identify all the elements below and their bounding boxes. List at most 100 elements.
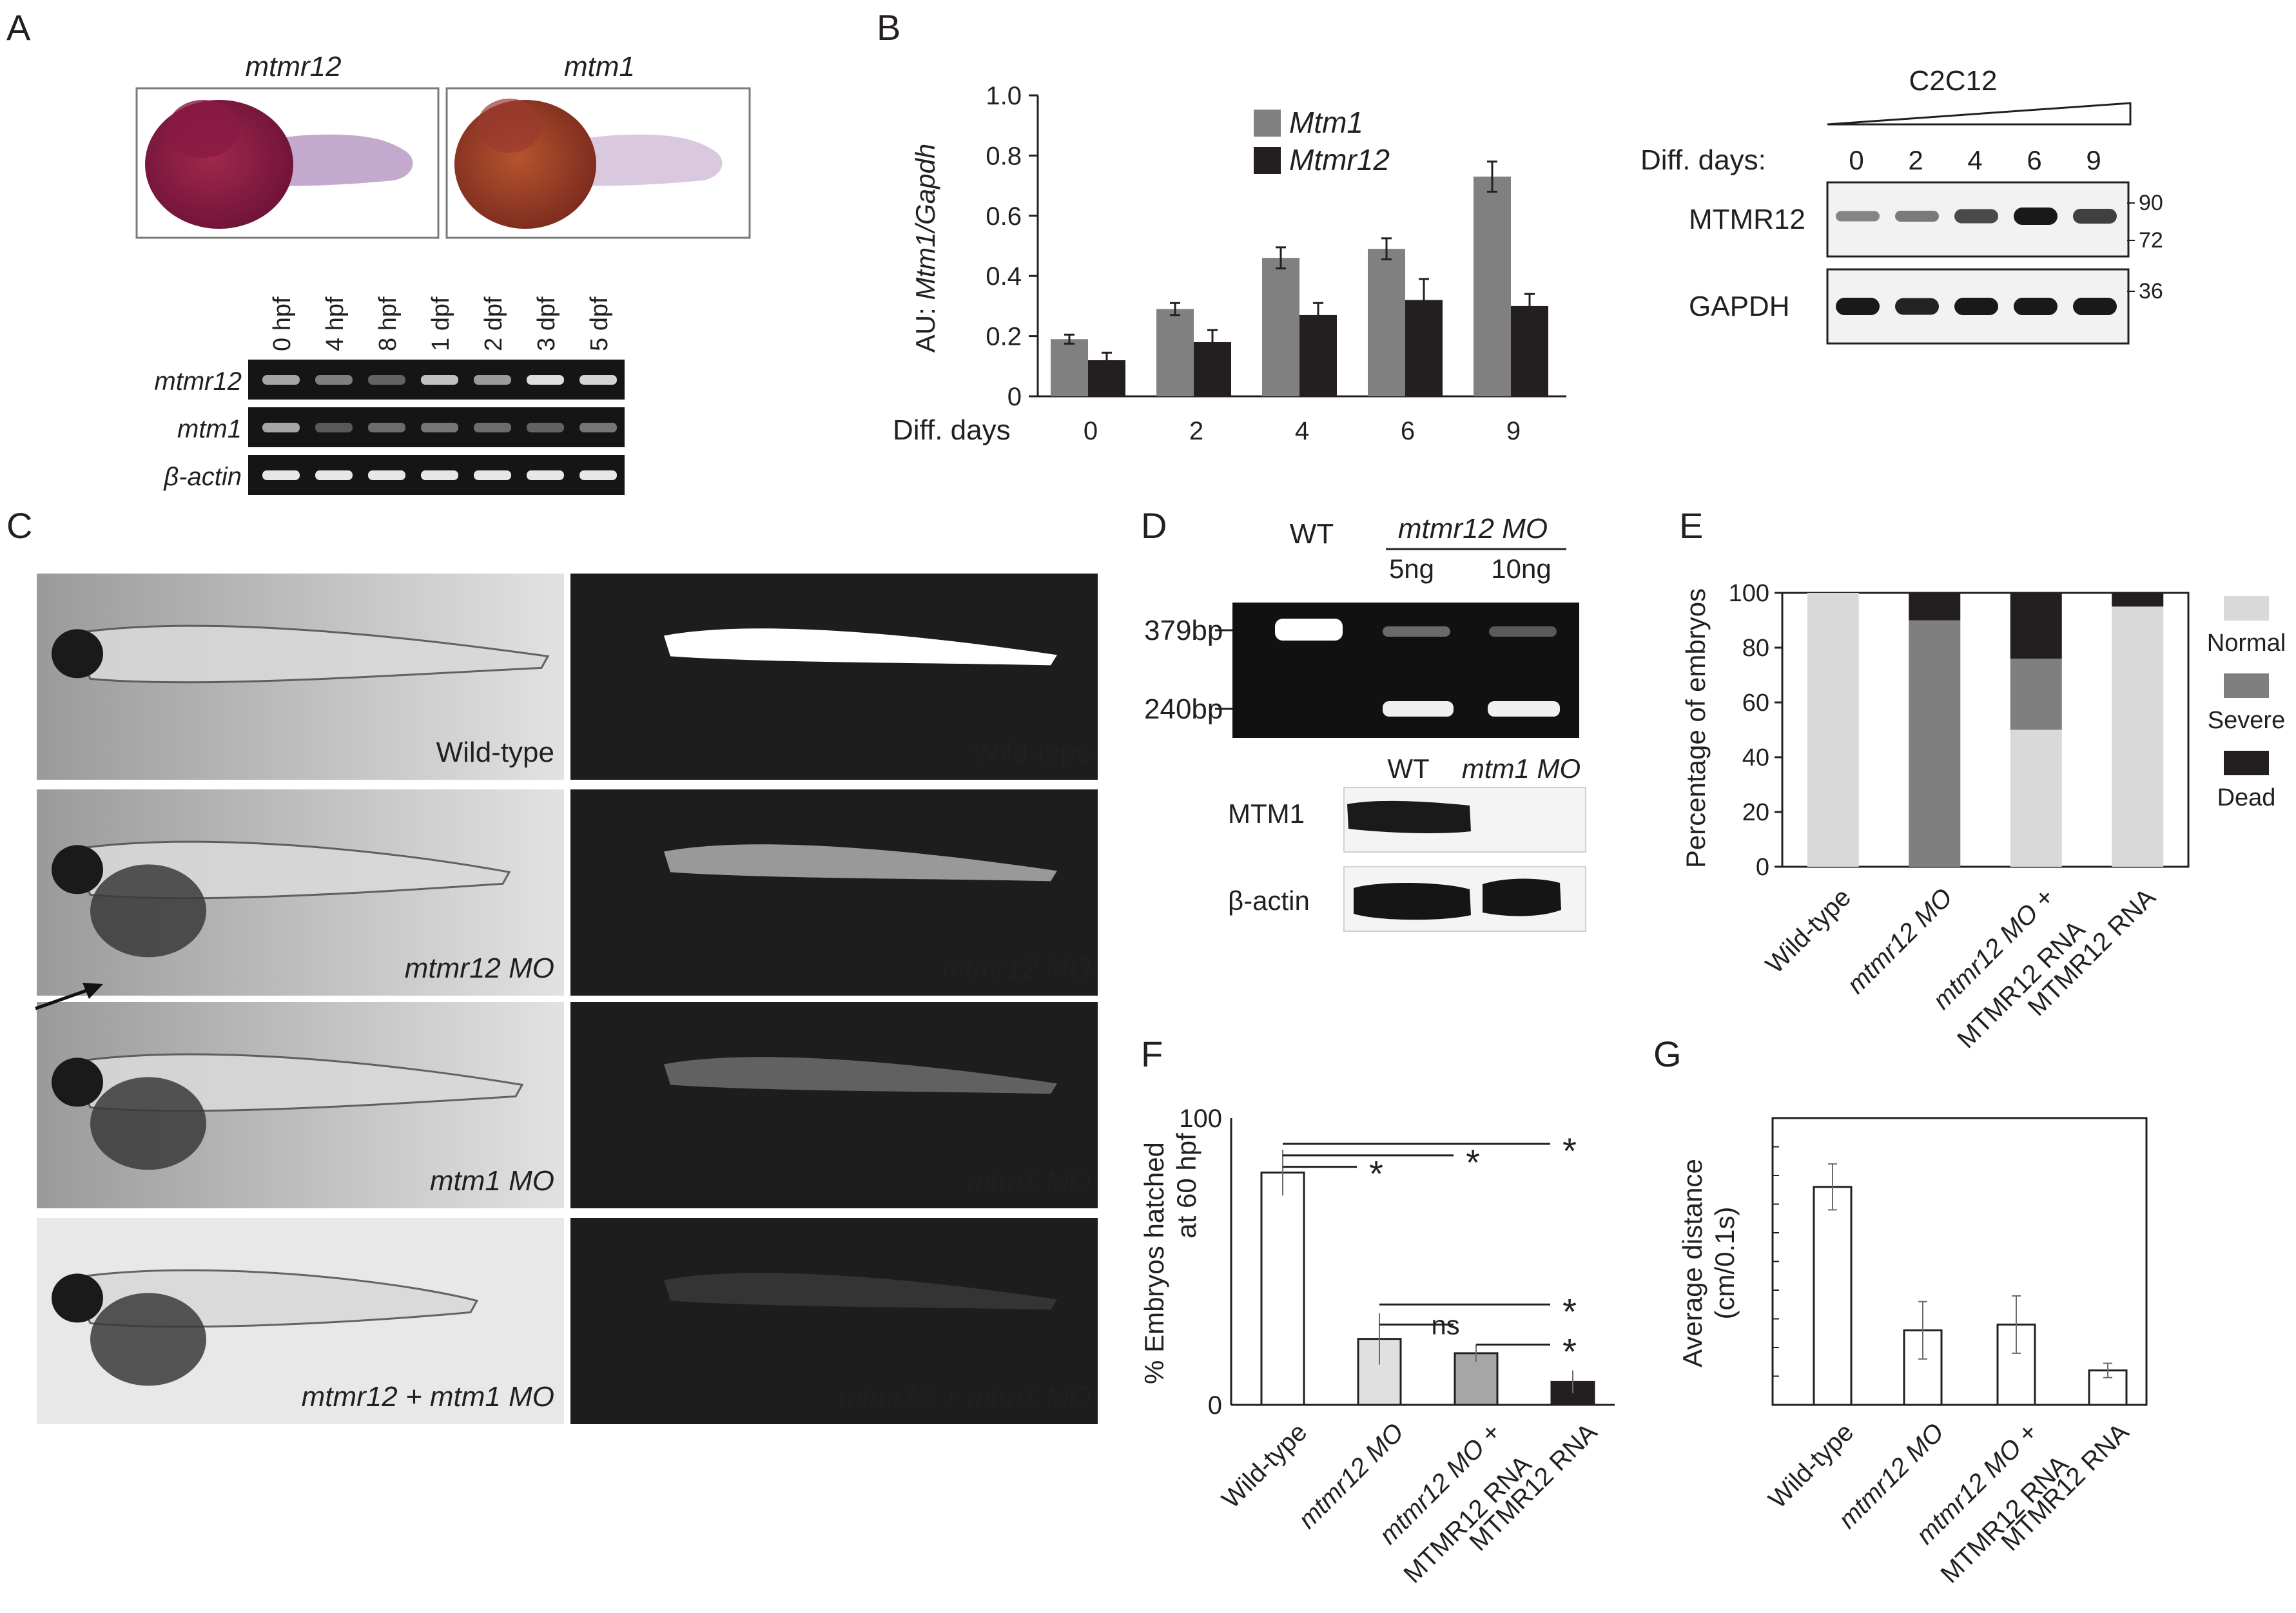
bar-severe — [2010, 659, 2062, 730]
blot-band — [2014, 298, 2058, 315]
blot-band — [1836, 211, 1880, 222]
significance-marker: * — [1562, 1130, 1577, 1171]
muscle-fluorescence — [664, 628, 1057, 666]
legend-swatch-severe — [2224, 673, 2269, 698]
bar-mtmr12 — [1299, 314, 1337, 396]
blot-band — [1954, 209, 1998, 224]
legend-label-mtmr12: Mtmr12 — [1289, 143, 1390, 177]
gel-band — [474, 375, 511, 385]
in-situ-label-mtm1: mtm1 — [564, 51, 635, 82]
gel-band — [368, 423, 405, 432]
y-tick-label: 0.4 — [986, 262, 1022, 291]
rt-pcr-gel: 0 hpf 4 hpf 8 hpf 1 dpf 2 dpf 3 dpf 5 dpf mtmr… — [154, 296, 625, 495]
y-axis-title: % Embryos hatched — [1139, 1142, 1169, 1384]
panel-a: mtmr12 mtm1 0 hpf 4 hpf 8 hpf 1 dpf 2 dpf 3 d… — [135, 51, 751, 495]
fluorescence-label-mtmr12-mtm1-mo: mtmr12 + mtm1 MO — [839, 1381, 1091, 1413]
y-tick-label: 0 — [1007, 383, 1022, 411]
panel-d: WT mtmr12 MO 5ng 10ng 379bp 240bp WT mtm… — [1144, 513, 1586, 932]
legend-swatch-normal — [2224, 596, 2269, 621]
x-tick-label-2: 2 — [1189, 417, 1203, 445]
legend-swatch-dead — [2224, 751, 2269, 775]
x-tick-label-6: 6 — [1401, 417, 1415, 445]
gel-band — [421, 423, 458, 432]
band-bactin-wt — [1354, 882, 1471, 920]
lane-label-5-dpf: 5 dpf — [586, 296, 613, 351]
bar-normal — [1807, 593, 1859, 867]
dose-10ng: 10ng — [1491, 554, 1551, 584]
fluorescence-background — [570, 574, 1098, 780]
gel-band — [315, 423, 353, 432]
x-tick-label-0: 0 — [1084, 417, 1098, 445]
y-tick-label: 0.6 — [986, 202, 1022, 231]
gel-band — [579, 470, 617, 480]
legend-swatch-mtmr12 — [1254, 147, 1281, 174]
panel-letter-e: E — [1679, 505, 1703, 546]
significance-marker: * — [1562, 1291, 1577, 1331]
panel-b-chart: 0 0.2 0.4 0.6 0.8 1.0 AU: Mtm1/Gapdh Diff. days… — [893, 82, 1566, 446]
larva-eye — [52, 629, 103, 679]
y-tick-label: 40 — [1742, 744, 1769, 771]
gel-band — [368, 470, 405, 480]
day-label-6: 6 — [2027, 145, 2041, 175]
fluorescence-image-wild-type: Wild-type — [570, 574, 1098, 780]
y-axis-title: Percentage of embryos — [1680, 588, 1711, 868]
category-label-wild-type: Wild-type — [1216, 1418, 1312, 1514]
day-label-0: 0 — [1849, 145, 1863, 175]
category-label-wild-type: Wild-type — [1763, 1418, 1859, 1514]
y-axis-title-2: (cm/0.1s) — [1709, 1206, 1740, 1319]
gel-band — [579, 423, 617, 432]
band-label-240: 240bp — [1144, 693, 1223, 725]
bar-mtm1 — [1051, 339, 1088, 396]
diff-days-label: Diff. days: — [1640, 144, 1766, 176]
y-tick-label: 0.2 — [986, 323, 1022, 351]
legend-label-severe: Severe — [2208, 707, 2285, 734]
bar-dead — [2112, 593, 2164, 607]
brightfield-label-wild-type: Wild-type — [436, 737, 554, 768]
band-5ng-240 — [1383, 701, 1454, 717]
legend-label-dead: Dead — [2217, 784, 2276, 811]
panel-g-chart: Average distance (cm/0.1s)Wild-typemtmr12… — [1677, 1117, 2148, 1589]
bar-mtm1 — [1262, 258, 1299, 396]
in-situ-label-mtmr12: mtmr12 — [245, 51, 341, 82]
lane-label-2-dpf: 2 dpf — [480, 296, 507, 351]
gel-band — [262, 470, 300, 480]
lane-label-3-dpf: 3 dpf — [533, 296, 560, 351]
brightfield-image-mtm1-mo: mtm1 MO — [37, 1002, 564, 1208]
blot-row-mtm1: MTM1 — [1228, 798, 1305, 829]
arrow-icon — [83, 983, 103, 999]
lane-label-8-hpf: 8 hpf — [375, 296, 402, 351]
gel-band — [315, 375, 353, 385]
blot-band — [2073, 209, 2117, 224]
significance-marker: * — [1562, 1331, 1577, 1372]
blot-band — [1895, 298, 1939, 315]
muscle-fluorescence — [664, 844, 1057, 882]
bar-dead — [2010, 593, 2062, 659]
fluorescence-image-mtmr12-mtm1-mo: mtmr12 + mtm1 MO — [570, 1218, 1098, 1424]
x-tick-label-4: 4 — [1295, 417, 1309, 445]
legend-swatch-mtm1 — [1254, 110, 1281, 137]
bar-severe — [1909, 620, 1961, 867]
gel-band — [527, 375, 564, 385]
marker-90: 90 — [2139, 191, 2163, 215]
blot-row-label-mtmr12: MTMR12 — [1689, 204, 1805, 235]
dose-5ng: 5ng — [1389, 554, 1434, 584]
larva-body — [69, 624, 550, 684]
band-10ng-379 — [1489, 626, 1557, 637]
panel-e-chart: 0 20 40 60 80 100 Percentage of embryos Wild-ty… — [1680, 580, 2286, 1054]
y-axis-title: Average distance — [1677, 1159, 1707, 1367]
gel-band — [421, 470, 458, 480]
blot-header-wt: WT — [1387, 753, 1429, 784]
band-10ng-240 — [1488, 701, 1560, 717]
blot-header-mo: mtm1 MO — [1462, 753, 1581, 784]
significance-marker: ns — [1431, 1309, 1459, 1340]
panel-letter-d: D — [1141, 505, 1167, 546]
y-tick-label: 0.8 — [986, 142, 1022, 170]
y-tick-label: 20 — [1742, 799, 1769, 826]
bar-wild-type — [1813, 1186, 1853, 1406]
category-label-wild-type: Wild-type — [1760, 883, 1856, 979]
panel-letter-g: G — [1653, 1034, 1682, 1074]
gel-band — [262, 423, 300, 432]
gel-header-wt: WT — [1290, 518, 1334, 550]
significance-marker: * — [1369, 1154, 1383, 1194]
